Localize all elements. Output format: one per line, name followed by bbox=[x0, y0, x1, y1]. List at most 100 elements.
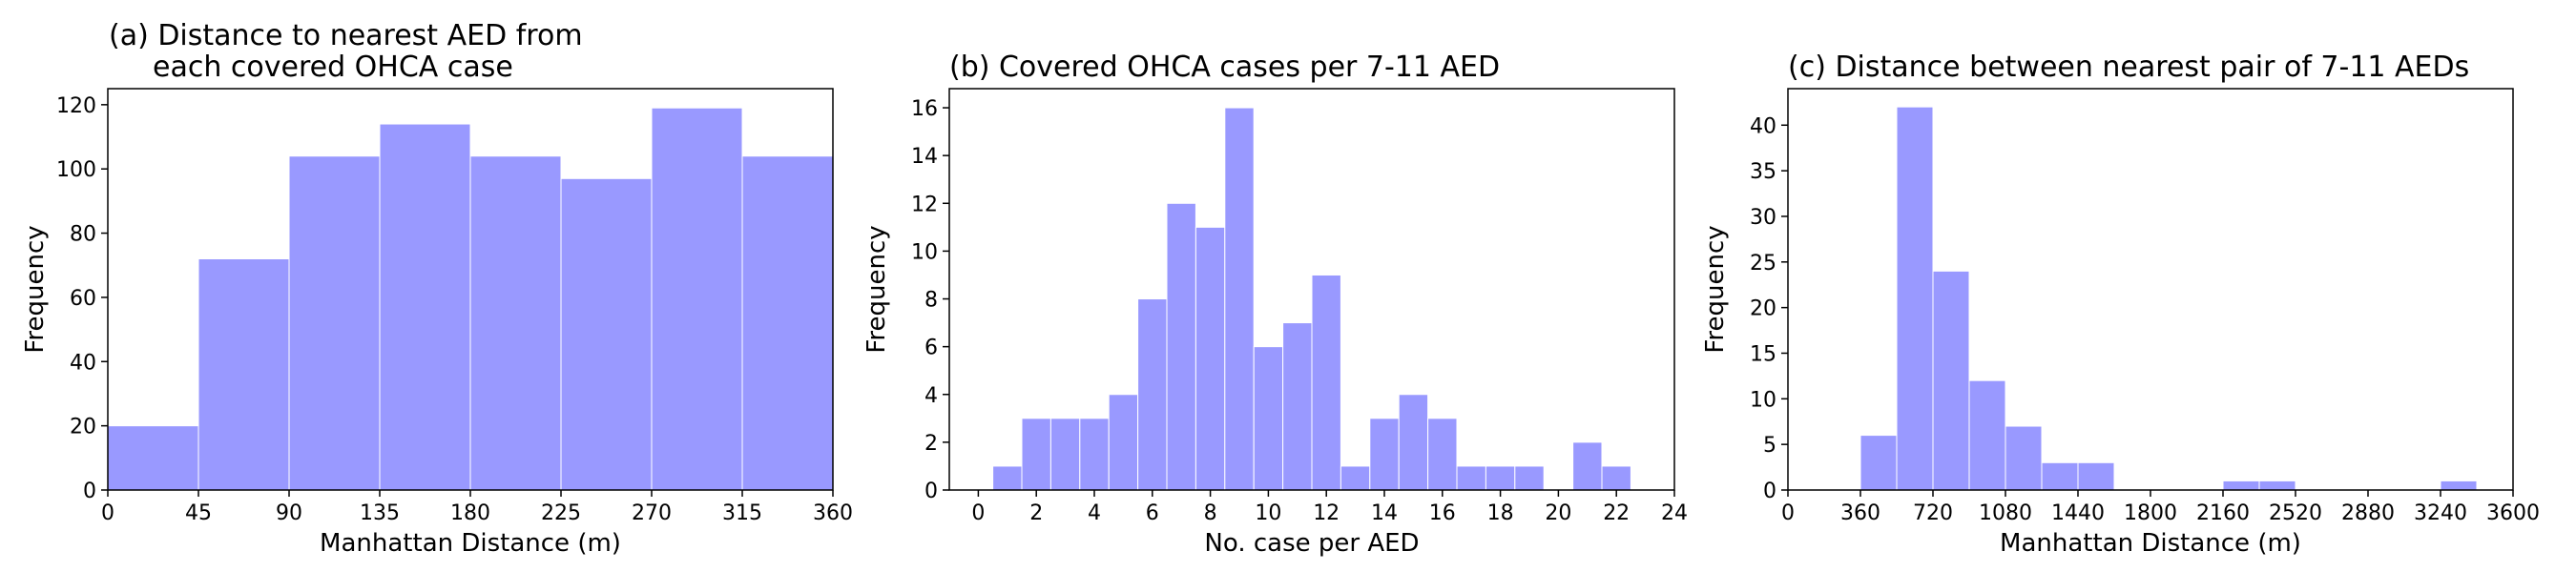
panel-b-x-tick-label-0: 0 bbox=[971, 501, 985, 525]
panel-b-y-tick-label-1: 2 bbox=[924, 432, 938, 456]
panel-a-x-tick-label-3: 135 bbox=[360, 501, 400, 525]
panel-b-bar-0 bbox=[992, 465, 1023, 491]
panel-c-bar-3 bbox=[1968, 379, 2006, 491]
panel-a-bar-1 bbox=[197, 258, 290, 491]
panel-c-bar-1 bbox=[1896, 106, 1934, 491]
panel-b-y-ticks: 0 2 4 6 8 10 12 14 16 bbox=[911, 97, 949, 503]
panel-a-y-tick-label-6: 120 bbox=[56, 94, 96, 118]
panel-b-x-tick-label-10: 20 bbox=[1545, 501, 1571, 525]
panel-a-x-tick-label-5: 225 bbox=[541, 501, 581, 525]
panel-b-bar-5 bbox=[1137, 298, 1168, 491]
panel-c-y-tick-label-4: 20 bbox=[1750, 297, 1776, 321]
panel-b-bar-21 bbox=[1601, 465, 1631, 491]
panel-c-bar-8 bbox=[2258, 480, 2296, 491]
panel-c-x-ticks: 0 360 720 1080 1440 1800 2160 2520 2880 3240 3600 bbox=[1781, 490, 2540, 525]
panel-b-y-tick-label-7: 14 bbox=[911, 145, 938, 169]
panel-a-y-tick-label-4: 80 bbox=[70, 223, 96, 247]
panel-c-x-tick-label-10: 3600 bbox=[2486, 501, 2540, 525]
panel-b-bar-8 bbox=[1224, 107, 1255, 491]
panel-a-y-tick-label-3: 60 bbox=[70, 287, 96, 311]
panel-c-bar-9 bbox=[2440, 480, 2478, 491]
panel-c-y-tick-label-1: 5 bbox=[1763, 434, 1776, 458]
panel-b-bar-6 bbox=[1166, 202, 1196, 491]
panel-b-title: (b) Covered OHCA cases per 7-11 AED bbox=[949, 51, 1500, 84]
panel-b-bar-10 bbox=[1282, 322, 1313, 491]
panel-c-x-tick-label-9: 3240 bbox=[2414, 501, 2467, 525]
panel-b-bars bbox=[992, 107, 1631, 491]
panel-a-x-tick-label-7: 315 bbox=[722, 501, 762, 525]
panel-a-x-tick-label-2: 90 bbox=[276, 501, 302, 525]
panel-b-x-axis-label: No. case per AED bbox=[1204, 529, 1419, 558]
panel-a-y-tick-label-5: 100 bbox=[56, 158, 96, 182]
panel-c-x-tick-label-5: 1800 bbox=[2124, 501, 2177, 525]
panel-b-bar-15 bbox=[1427, 418, 1458, 491]
panel-a-y-ticks: 0 20 40 60 80 100 120 bbox=[56, 94, 108, 503]
panel-c-y-tick-label-7: 35 bbox=[1750, 160, 1776, 184]
panel-a-y-tick-label-0: 0 bbox=[83, 480, 96, 503]
panel-a-title-line-2: each covered OHCA case bbox=[153, 51, 513, 84]
panel-b-bar-17 bbox=[1485, 465, 1516, 491]
panel-b-bar-20 bbox=[1572, 441, 1603, 491]
panel-c-x-axis-label: Manhattan Distance (m) bbox=[2000, 529, 2301, 558]
panel-b-y-tick-label-5: 10 bbox=[911, 240, 938, 264]
panel-a-x-tick-label-8: 360 bbox=[813, 501, 853, 525]
panel-c-x-tick-label-8: 2880 bbox=[2341, 501, 2395, 525]
panel-b-x-tick-label-3: 6 bbox=[1146, 501, 1159, 525]
panel-b-bar-2 bbox=[1049, 418, 1081, 491]
panel-b-x-tick-label-9: 18 bbox=[1487, 501, 1514, 525]
panel-c-bar-6 bbox=[2077, 461, 2115, 491]
panel-b-y-tick-label-8: 16 bbox=[911, 97, 938, 121]
panel-b-x-tick-label-4: 8 bbox=[1204, 501, 1217, 525]
panel-c-bar-0 bbox=[1859, 435, 1898, 491]
panel-c-x-tick-label-7: 2520 bbox=[2269, 501, 2322, 525]
panel-b-axes-frame bbox=[948, 88, 1675, 491]
panel-b-bar-11 bbox=[1311, 274, 1341, 491]
panel-b-bar-4 bbox=[1108, 394, 1139, 491]
panel-b-bar-3 bbox=[1079, 418, 1110, 491]
panel-b-bar-9 bbox=[1253, 346, 1284, 491]
panel-a-x-tick-label-6: 270 bbox=[632, 501, 672, 525]
panel-c-y-tick-label-5: 25 bbox=[1750, 252, 1776, 276]
panel-a: (a) Distance to nearest AED from each co… bbox=[21, 19, 853, 558]
panel-a-bar-4 bbox=[469, 155, 562, 491]
panel-c-bar-2 bbox=[1932, 270, 1970, 491]
panel-b-y-axis-label: Frequency bbox=[862, 225, 891, 353]
panel-b-y-tick-label-3: 6 bbox=[924, 337, 938, 360]
panel-a-bars bbox=[107, 107, 834, 491]
panel-c-y-tick-label-3: 15 bbox=[1750, 342, 1776, 366]
panel-c-x-tick-label-1: 360 bbox=[1840, 501, 1880, 525]
panel-b-bar-16 bbox=[1456, 465, 1486, 491]
panel-b-y-tick-label-0: 0 bbox=[924, 480, 938, 503]
panel-b-bar-14 bbox=[1398, 394, 1429, 491]
panel-b-x-tick-label-8: 16 bbox=[1429, 501, 1456, 525]
panel-c-y-tick-label-6: 30 bbox=[1750, 206, 1776, 230]
panel-a-x-tick-label-4: 180 bbox=[450, 501, 490, 525]
panel-b-x-ticks: 0 2 4 6 8 10 12 14 16 18 20 22 24 bbox=[971, 490, 1688, 525]
panel-b-x-tick-label-5: 10 bbox=[1255, 501, 1281, 525]
panel-b-x-tick-label-12: 24 bbox=[1661, 501, 1688, 525]
panel-a-bar-5 bbox=[560, 177, 653, 491]
panel-b-bar-7 bbox=[1195, 226, 1226, 491]
panel-a-y-axis-label: Frequency bbox=[21, 225, 50, 353]
panel-a-x-axis-label: Manhattan Distance (m) bbox=[320, 529, 621, 558]
panel-b-bar-13 bbox=[1369, 418, 1400, 491]
panel-c-bar-5 bbox=[2041, 461, 2079, 491]
panel-a-bar-7 bbox=[741, 155, 834, 491]
panel-a-y-tick-label-2: 40 bbox=[70, 351, 96, 375]
panel-b-y-tick-label-6: 12 bbox=[911, 193, 938, 216]
panel-a-bar-6 bbox=[651, 107, 743, 491]
panel-a-x-ticks: 0 45 90 135 180 225 270 315 360 bbox=[101, 490, 853, 525]
panel-b-bar-1 bbox=[1021, 418, 1051, 491]
panel-b-y-tick-label-4: 8 bbox=[924, 289, 938, 313]
panel-b-bar-12 bbox=[1340, 465, 1371, 491]
panel-b-x-tick-label-7: 14 bbox=[1371, 501, 1398, 525]
panel-b-x-tick-label-11: 22 bbox=[1603, 501, 1630, 525]
panel-b-x-tick-label-6: 12 bbox=[1313, 501, 1340, 525]
panel-a-bar-2 bbox=[288, 155, 381, 491]
panel-c-x-tick-label-2: 720 bbox=[1913, 501, 1953, 525]
panel-c-y-tick-label-0: 0 bbox=[1763, 480, 1776, 503]
panel-c-bar-7 bbox=[2222, 480, 2260, 491]
panel-c: (c) Distance between nearest pair of 7-1… bbox=[1701, 51, 2540, 558]
